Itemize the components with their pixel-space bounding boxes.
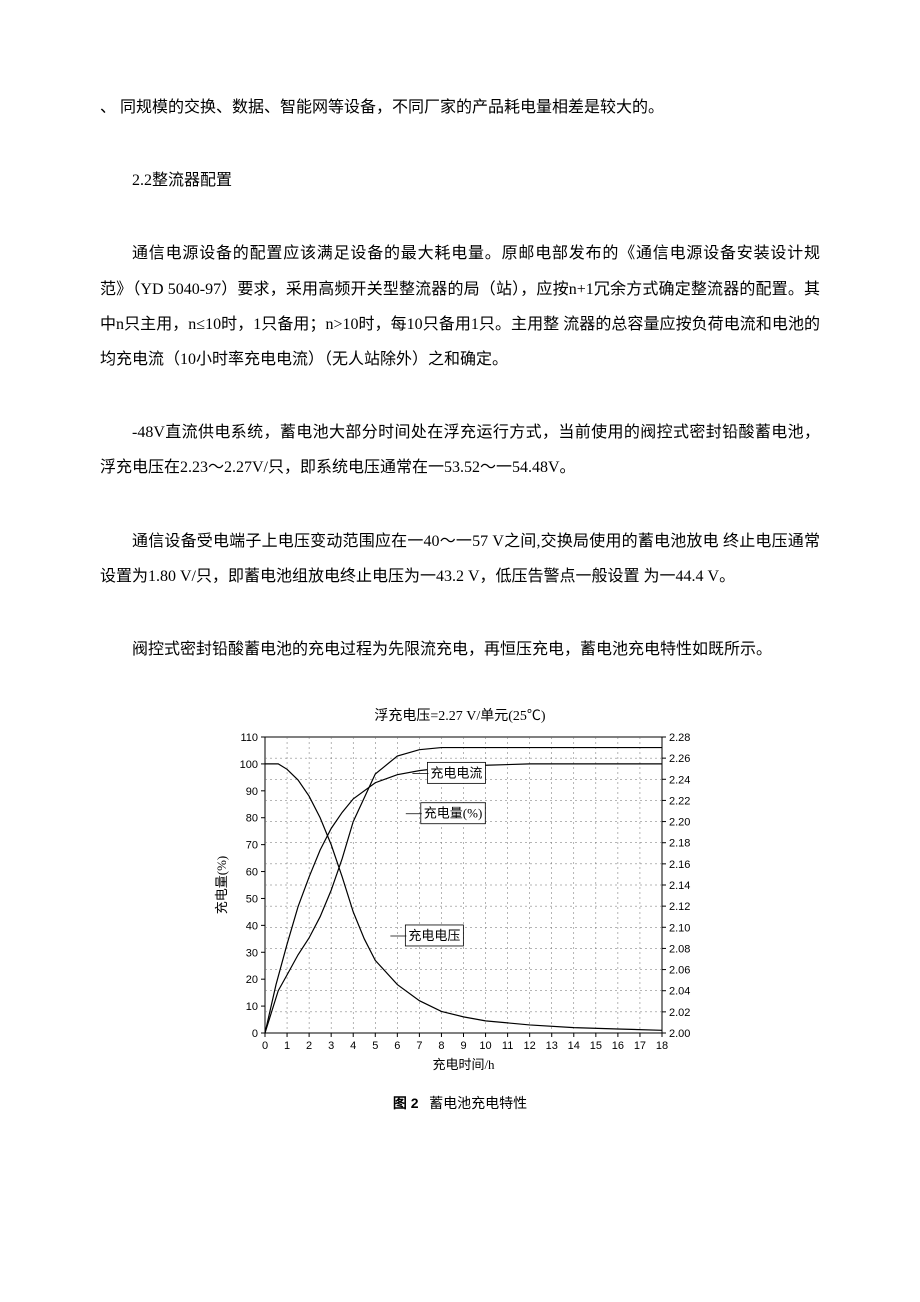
svg-text:12: 12 xyxy=(524,1040,536,1052)
svg-text:2.26: 2.26 xyxy=(669,753,690,765)
svg-text:2.04: 2.04 xyxy=(669,986,690,998)
svg-text:15: 15 xyxy=(590,1040,602,1052)
svg-text:2: 2 xyxy=(306,1040,312,1052)
svg-text:2.24: 2.24 xyxy=(669,774,690,786)
svg-text:11: 11 xyxy=(502,1040,513,1052)
svg-text:充电电压: 充电电压 xyxy=(408,928,460,943)
svg-text:2.20: 2.20 xyxy=(669,817,690,829)
svg-text:2.10: 2.10 xyxy=(669,922,690,934)
svg-text:充电时间/h: 充电时间/h xyxy=(432,1057,495,1072)
svg-text:2.28: 2.28 xyxy=(669,732,690,744)
paragraph-1: 、 同规模的交换、数据、智能网等设备，不同厂家的产品耗电量相差是较大的。 xyxy=(100,90,820,125)
svg-text:14: 14 xyxy=(568,1040,580,1052)
svg-text:1: 1 xyxy=(284,1040,290,1052)
svg-text:70: 70 xyxy=(246,840,258,852)
paragraph-3: 通信电源设备的配置应该满足设备的最大耗电量。原邮电部发布的《通信电源设备安装设计… xyxy=(100,236,820,377)
document-page: 、 同规模的交换、数据、智能网等设备，不同厂家的产品耗电量相差是较大的。 2.2… xyxy=(0,0,920,1173)
svg-text:100: 100 xyxy=(240,759,258,771)
svg-text:20: 20 xyxy=(246,974,258,986)
svg-text:4: 4 xyxy=(350,1040,356,1052)
section-heading-2-2: 2.2整流器配置 xyxy=(100,163,820,198)
chart-caption-text: 蓄电池充电特性 xyxy=(429,1097,527,1112)
svg-text:50: 50 xyxy=(246,894,258,906)
svg-text:80: 80 xyxy=(246,813,258,825)
svg-text:17: 17 xyxy=(634,1040,646,1052)
chart-caption: 图 2 蓄电池充电特性 xyxy=(210,1093,710,1113)
svg-text:8: 8 xyxy=(438,1040,444,1052)
battery-charge-chart: 0123456789101112131415161718010203040506… xyxy=(210,729,710,1079)
svg-text:5: 5 xyxy=(372,1040,378,1052)
svg-text:7: 7 xyxy=(416,1040,422,1052)
svg-text:2.14: 2.14 xyxy=(669,880,690,892)
svg-text:2.16: 2.16 xyxy=(669,859,690,871)
svg-text:60: 60 xyxy=(246,867,258,879)
svg-text:充电电流: 充电电流 xyxy=(430,765,482,780)
svg-text:充电量(%): 充电量(%) xyxy=(214,856,229,915)
svg-text:6: 6 xyxy=(394,1040,400,1052)
svg-text:10: 10 xyxy=(479,1040,491,1052)
svg-text:40: 40 xyxy=(246,920,258,932)
svg-text:90: 90 xyxy=(246,786,258,798)
svg-text:3: 3 xyxy=(328,1040,334,1052)
svg-text:0: 0 xyxy=(262,1040,268,1052)
svg-text:2.06: 2.06 xyxy=(669,965,690,977)
svg-text:2.12: 2.12 xyxy=(669,901,690,913)
svg-text:13: 13 xyxy=(546,1040,558,1052)
svg-text:30: 30 xyxy=(246,947,258,959)
chart-caption-prefix: 图 2 xyxy=(393,1095,419,1111)
svg-text:16: 16 xyxy=(612,1040,624,1052)
svg-text:2.22: 2.22 xyxy=(669,795,690,807)
chart-title: 浮充电压=2.27 V/单元(25℃) xyxy=(210,705,710,725)
svg-text:充电量(%): 充电量(%) xyxy=(424,806,483,821)
svg-text:2.02: 2.02 xyxy=(669,1007,690,1019)
paragraph-4: -48V直流供电系统，蓄电池大部分时间处在浮充运行方式，当前使用的阀控式密封铅酸… xyxy=(100,415,820,485)
svg-text:2.08: 2.08 xyxy=(669,943,690,955)
paragraph-6: 阀控式密封铅酸蓄电池的充电过程为先限流充电，再恒压充电，蓄电池充电特性如既所示。 xyxy=(100,632,820,667)
svg-text:2.18: 2.18 xyxy=(669,838,690,850)
chart-container: 浮充电压=2.27 V/单元(25℃) 01234567891011121314… xyxy=(210,705,710,1113)
svg-text:2.00: 2.00 xyxy=(669,1028,690,1040)
svg-text:9: 9 xyxy=(460,1040,466,1052)
svg-text:18: 18 xyxy=(656,1040,668,1052)
svg-text:110: 110 xyxy=(240,732,258,744)
svg-text:10: 10 xyxy=(246,1001,258,1013)
svg-text:0: 0 xyxy=(252,1028,258,1040)
paragraph-5: 通信设备受电端子上电压变动范围应在一40〜一57 V之间,交换局使用的蓄电池放电… xyxy=(100,524,820,594)
